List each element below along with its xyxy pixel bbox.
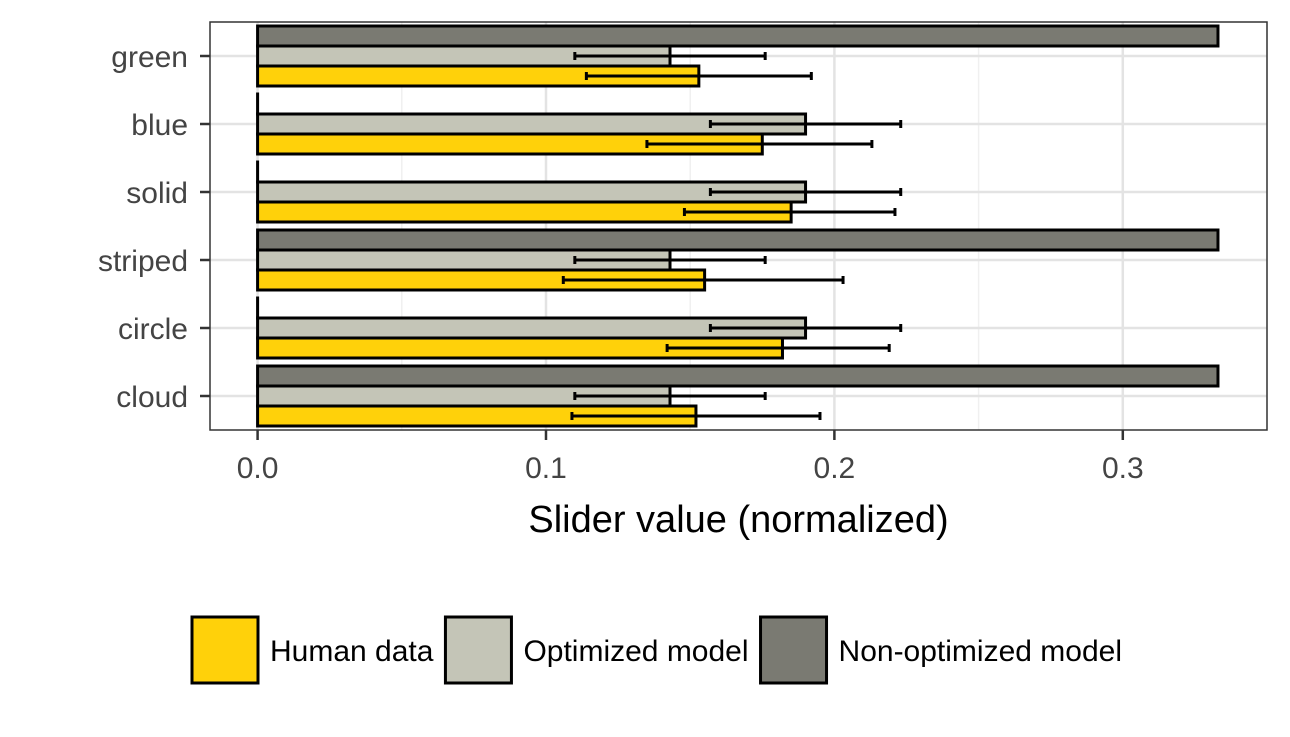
bar-cloud-non-optimized-model — [258, 366, 1218, 386]
bar-striped-non-optimized-model — [258, 230, 1218, 250]
y-tick-label-blue: blue — [131, 109, 188, 142]
x-tick-label: 0.0 — [237, 452, 279, 485]
legend-label: Human data — [270, 635, 434, 668]
legend: Human data Optimized model Non-optimized m… — [192, 617, 1122, 683]
x-tick-label: 0.1 — [525, 452, 567, 485]
legend-key-optimized-model — [445, 617, 511, 683]
y-tick-label-striped: striped — [98, 245, 188, 278]
legend-label: Non-optimized model — [839, 635, 1122, 668]
legend-key-human-data — [192, 617, 258, 683]
x-axis-title: Slider value (normalized) — [528, 499, 948, 541]
y-tick-label-cloud: cloud — [116, 381, 188, 414]
bar-green-non-optimized-model — [258, 26, 1218, 46]
y-tick-label-solid: solid — [126, 177, 188, 210]
y-tick-label-green: green — [111, 41, 188, 74]
x-tick-label: 0.3 — [1102, 452, 1144, 485]
legend-key-non-optimized-model — [761, 617, 827, 683]
y-tick-label-circle: circle — [118, 313, 188, 346]
legend-label: Optimized model — [523, 635, 748, 668]
x-tick-label: 0.2 — [814, 452, 856, 485]
